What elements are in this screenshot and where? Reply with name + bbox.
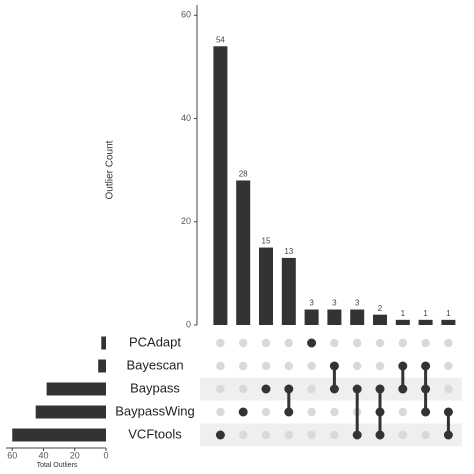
set-name: PCAdapt xyxy=(129,334,181,349)
set-bar xyxy=(12,428,106,442)
member-dot xyxy=(443,430,453,440)
member-dot xyxy=(307,338,317,348)
empty-dot xyxy=(239,361,248,371)
empty-dot xyxy=(239,384,248,394)
empty-dot xyxy=(353,361,362,371)
empty-dot xyxy=(398,338,407,348)
intersection-bar xyxy=(213,46,228,326)
member-dot xyxy=(375,384,385,394)
empty-dot xyxy=(375,361,385,371)
empty-dot xyxy=(307,384,316,394)
set-name: BaypassWing xyxy=(115,403,194,418)
member-dot xyxy=(352,430,362,440)
empty-dot xyxy=(398,407,407,417)
set-axis-label: Total Outliers xyxy=(37,462,78,469)
empty-dot xyxy=(444,361,453,371)
y-tick-label: 0 xyxy=(186,319,191,329)
bar-value-label: 3 xyxy=(355,299,360,308)
empty-dot xyxy=(421,430,430,440)
empty-dot xyxy=(261,407,271,417)
empty-dot xyxy=(216,384,225,394)
y-tick-label: 20 xyxy=(181,216,191,226)
bar-value-label: 3 xyxy=(309,299,314,308)
set-name: VCFtools xyxy=(128,426,182,441)
intersection-bar xyxy=(418,319,433,325)
empty-dot xyxy=(330,430,339,440)
set-tick-label: 20 xyxy=(70,450,80,460)
intersection-bar xyxy=(327,309,342,325)
member-dot xyxy=(261,384,271,394)
set-tick-label: 40 xyxy=(38,450,48,460)
member-dot xyxy=(421,407,431,417)
bar-value-label: 1 xyxy=(446,309,451,318)
empty-dot xyxy=(284,338,293,348)
intersection-bar xyxy=(441,319,456,325)
empty-dot xyxy=(284,430,293,440)
empty-dot xyxy=(261,338,271,348)
bar-value-label: 13 xyxy=(284,247,293,256)
member-dot xyxy=(238,407,248,417)
member-dot xyxy=(398,384,408,394)
member-dot xyxy=(329,384,339,394)
set-bar xyxy=(98,359,106,373)
empty-dot xyxy=(330,338,339,348)
set-name: Baypass xyxy=(130,380,180,395)
intersection-bar xyxy=(373,314,387,325)
intersection-bar xyxy=(281,257,296,325)
set-tick-label: 60 xyxy=(7,450,17,460)
empty-dot xyxy=(330,407,339,417)
bar-value-label: 1 xyxy=(423,309,428,318)
empty-dot xyxy=(353,338,362,348)
bar-value-label: 2 xyxy=(378,304,383,313)
bar-value-label: 28 xyxy=(239,170,248,179)
bar-value-label: 3 xyxy=(332,299,337,308)
member-dot xyxy=(443,407,453,417)
y-tick-label: 40 xyxy=(181,113,191,123)
member-dot xyxy=(421,361,431,371)
empty-dot xyxy=(261,361,271,371)
intersection-bar xyxy=(395,319,410,325)
member-dot xyxy=(284,384,294,394)
member-dot xyxy=(352,384,362,394)
empty-dot xyxy=(216,338,225,348)
empty-dot xyxy=(444,338,453,348)
empty-dot xyxy=(216,361,225,371)
empty-dot xyxy=(239,430,248,440)
empty-dot xyxy=(444,384,453,394)
bar-value-label: 15 xyxy=(262,237,271,246)
empty-dot xyxy=(307,430,316,440)
member-dot xyxy=(421,384,431,394)
intersection-bar xyxy=(350,309,365,325)
empty-dot xyxy=(239,338,248,348)
bar-value-label: 54 xyxy=(216,35,225,44)
empty-dot xyxy=(307,407,316,417)
member-dot xyxy=(375,430,385,440)
empty-dot xyxy=(216,407,225,417)
empty-dot xyxy=(375,338,385,348)
empty-dot xyxy=(421,338,430,348)
member-dot xyxy=(375,407,385,417)
intersection-bar xyxy=(304,309,319,325)
intersection-bar xyxy=(259,247,273,325)
member-dot xyxy=(215,430,225,440)
member-dot xyxy=(329,361,339,371)
empty-dot xyxy=(398,430,407,440)
intersection-bar xyxy=(236,180,251,325)
y-axis-label: Outlier Count xyxy=(105,140,116,199)
empty-dot xyxy=(284,361,293,371)
set-name: Bayescan xyxy=(126,357,183,372)
set-bar xyxy=(101,336,106,350)
empty-dot xyxy=(307,361,316,371)
set-bar xyxy=(35,405,106,419)
set-bar xyxy=(46,382,106,396)
y-tick-label: 60 xyxy=(181,10,191,20)
member-dot xyxy=(398,361,408,371)
bar-value-label: 1 xyxy=(401,309,406,318)
member-dot xyxy=(284,407,294,417)
set-tick-label: 0 xyxy=(103,450,108,460)
empty-dot xyxy=(261,430,271,440)
